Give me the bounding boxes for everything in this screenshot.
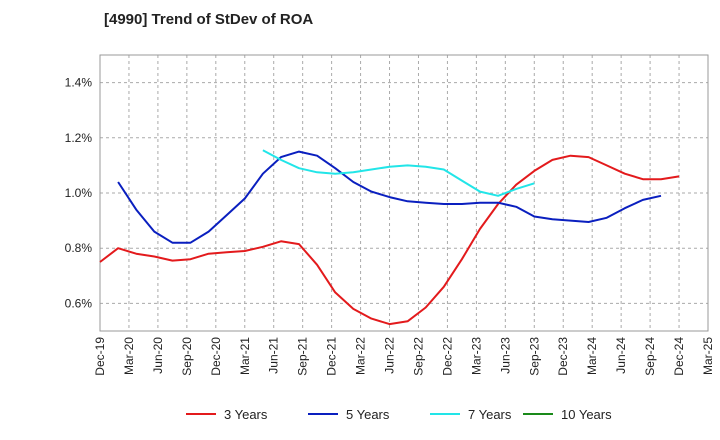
y-tick-label: 0.8%: [65, 241, 93, 255]
x-tick-label: Dec-22: [440, 337, 454, 376]
plot-area-frame: [99, 54, 709, 332]
x-tick-label: Mar-23: [469, 337, 483, 375]
x-tick-label: Mar-22: [354, 337, 368, 375]
series-line: [262, 149, 535, 197]
x-tick-label: Sep-22: [411, 337, 425, 376]
x-tick-label: Dec-21: [325, 337, 339, 376]
x-tick-label: Jun-20: [151, 337, 165, 374]
x-tick-label: Sep-21: [296, 337, 310, 376]
x-tick-label: Sep-23: [527, 337, 541, 376]
x-tick-label: Mar-24: [585, 337, 599, 375]
y-tick-label: 0.6%: [65, 296, 93, 310]
x-tick-label: Sep-24: [643, 337, 657, 376]
x-tick-label: Mar-21: [238, 337, 252, 375]
grid-lines: [99, 55, 709, 331]
legend-label: 10 Years: [561, 407, 612, 422]
series-lines: [99, 149, 680, 326]
legend-label: 7 Years: [468, 407, 512, 422]
y-tick-label: 1.4%: [65, 76, 93, 90]
x-tick-label: Sep-20: [180, 337, 194, 376]
y-tick-label: 1.2%: [65, 131, 93, 145]
y-axis-ticks: 0.6% 0.8% 1.0% 1.2% 1.4%: [65, 76, 93, 311]
x-tick-label: Mar-20: [122, 337, 136, 375]
x-tick-label: Jun-21: [267, 337, 281, 374]
x-tick-label: Jun-24: [614, 337, 628, 374]
legend-label: 5 Years: [346, 407, 390, 422]
legend-label: 3 Years: [224, 407, 268, 422]
chart-title: [4990] Trend of StDev of ROA: [104, 11, 313, 28]
x-tick-label: Dec-20: [209, 337, 223, 376]
x-tick-label: Jun-22: [383, 337, 397, 374]
x-tick-label: Dec-24: [672, 337, 686, 376]
series-line: [99, 154, 680, 326]
series-line: [117, 150, 662, 244]
y-tick-label: 1.0%: [65, 186, 93, 200]
x-tick-label: Mar-25: [701, 337, 715, 375]
x-tick-label: Dec-23: [556, 337, 570, 376]
legend: 3 Years 5 Years 7 Years 10 Years: [186, 407, 612, 422]
x-tick-label: Dec-19: [93, 337, 107, 376]
x-tick-label: Jun-23: [498, 337, 512, 374]
x-axis-ticks: Dec-19 Mar-20 Jun-20 Sep-20 Dec-20 Mar-21 Jun-…: [93, 337, 715, 376]
